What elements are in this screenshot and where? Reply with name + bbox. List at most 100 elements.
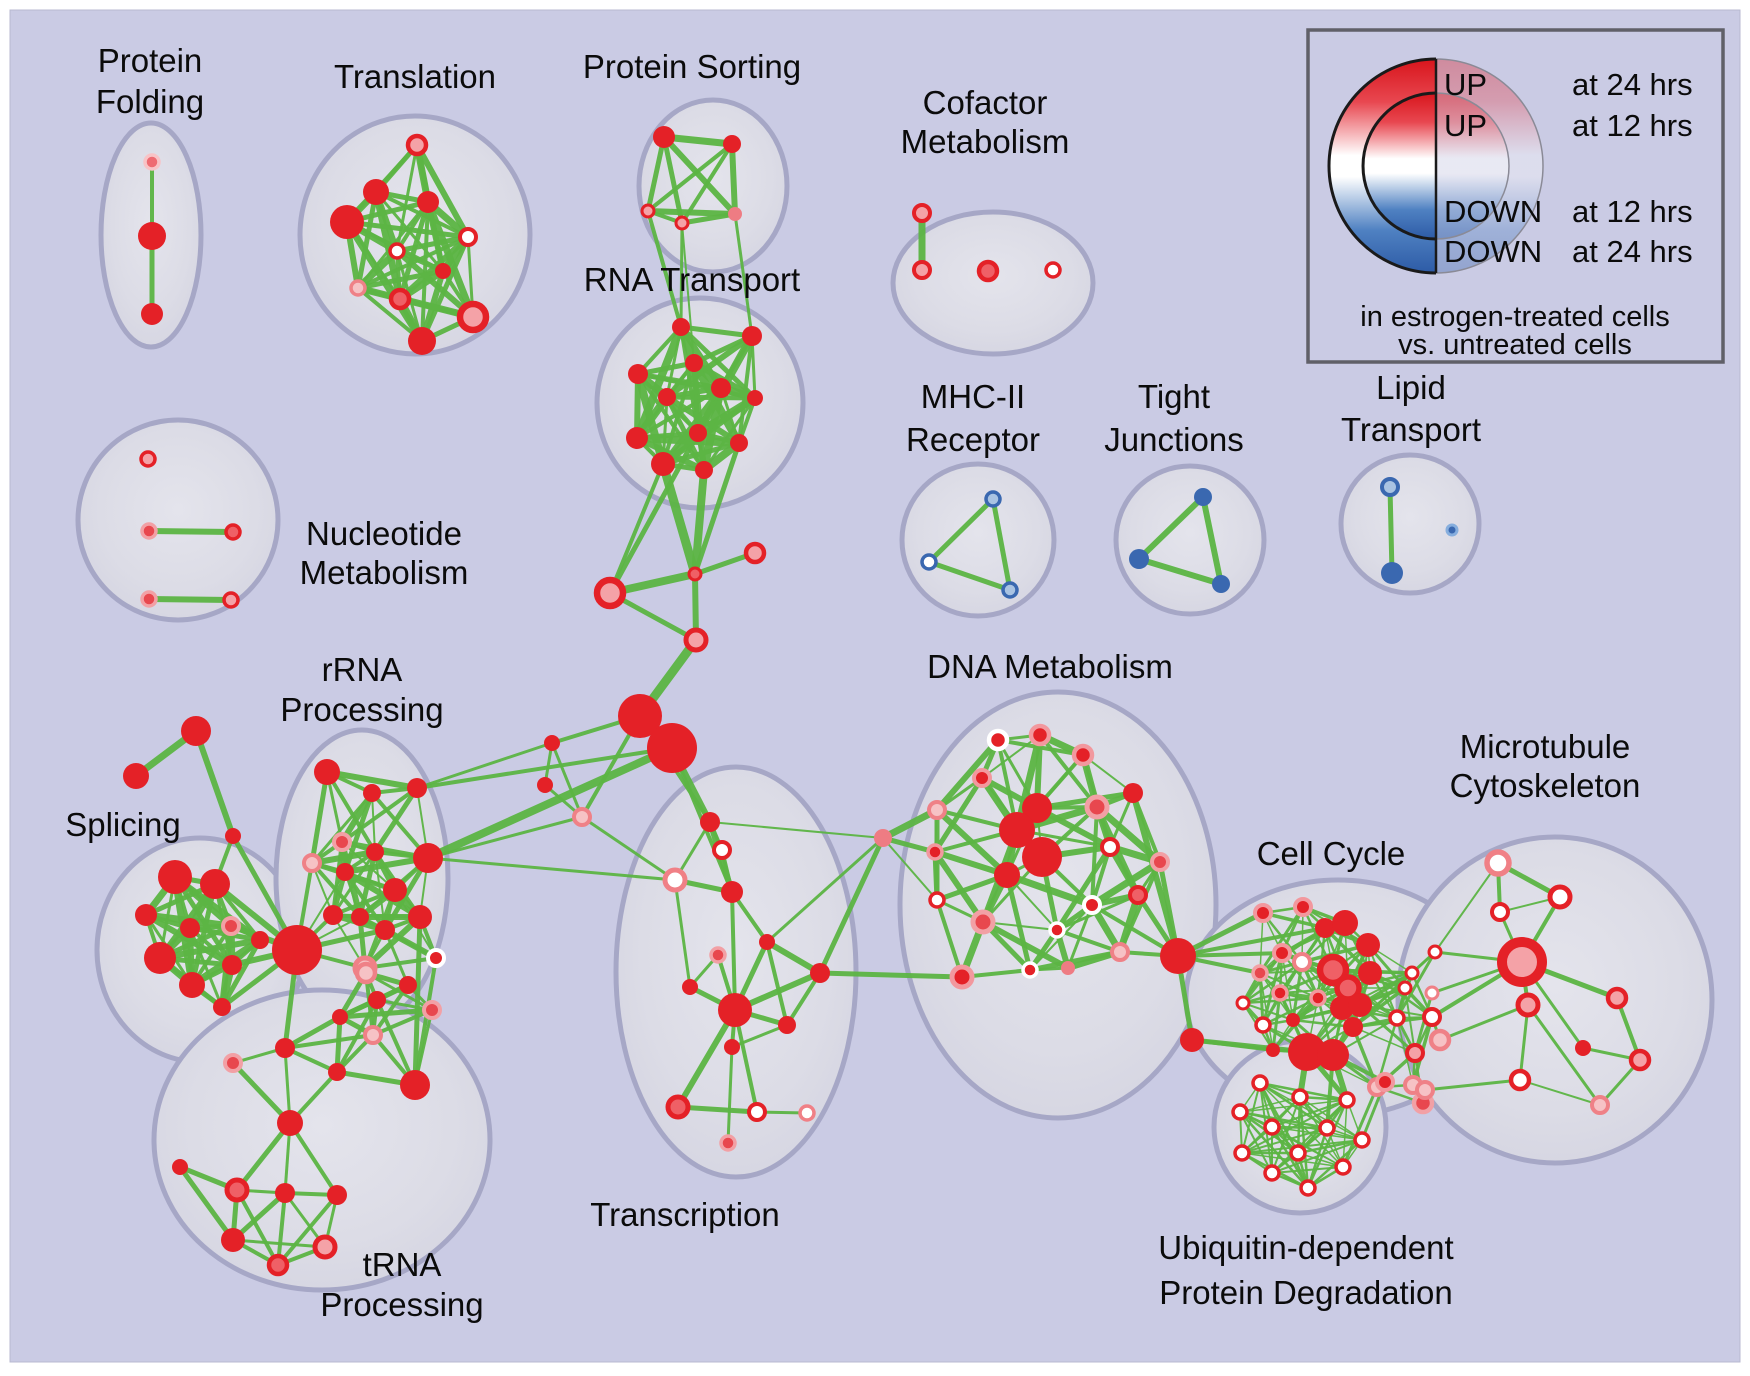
gene-node-cellcycle bbox=[1358, 961, 1382, 985]
gene-node-microtubule bbox=[1628, 1048, 1652, 1072]
network-edge bbox=[1270, 1125, 1329, 1130]
gene-node-translation bbox=[417, 191, 439, 213]
gene-node-dna bbox=[994, 862, 1020, 888]
gene-node-trna bbox=[277, 1110, 303, 1136]
gene-node-trna bbox=[221, 1228, 245, 1252]
network-edge bbox=[1271, 1126, 1363, 1141]
gene-node-trna bbox=[223, 1053, 243, 1073]
cluster-label-tight: Tight bbox=[1138, 378, 1210, 415]
gene-node-dna bbox=[1123, 783, 1143, 803]
gene-node-cellcycle bbox=[1348, 993, 1372, 1017]
gene-node-dna bbox=[1048, 921, 1066, 939]
network-edge bbox=[1200, 494, 1224, 587]
legend-time-label: at 24 hrs bbox=[1572, 234, 1693, 269]
network-edge bbox=[935, 898, 964, 979]
network-edge bbox=[926, 559, 1013, 593]
gene-node-translation bbox=[349, 279, 367, 297]
gene-node-cellcycle bbox=[1405, 1043, 1425, 1063]
network-edge bbox=[981, 734, 1041, 779]
network-edge bbox=[1271, 1166, 1344, 1174]
cluster-label-cellcycle: Cell Cycle bbox=[1257, 835, 1406, 872]
gene-node-rna-transport bbox=[711, 378, 731, 398]
gene-node-lipid bbox=[1381, 562, 1403, 584]
gene-node-dna bbox=[874, 829, 892, 847]
gene-node-dna bbox=[1022, 793, 1052, 823]
gene-node-transcription bbox=[709, 946, 727, 964]
network-edge bbox=[362, 914, 423, 971]
network-edge bbox=[679, 221, 684, 329]
network-edge bbox=[934, 737, 1001, 813]
gene-node-protein-sorting bbox=[723, 135, 741, 153]
gene-node-cellcycle bbox=[1404, 965, 1420, 981]
network-edge bbox=[309, 769, 330, 866]
network-edge bbox=[1055, 928, 1122, 954]
network-edge bbox=[371, 1008, 434, 1037]
network-edge bbox=[550, 741, 584, 819]
network-edge bbox=[193, 728, 236, 839]
gene-node-translation bbox=[435, 263, 451, 279]
gene-node-rrna bbox=[407, 778, 427, 798]
gene-node-rna-transport bbox=[672, 318, 690, 336]
gene-node-splicing bbox=[135, 904, 157, 926]
network-edge bbox=[219, 937, 263, 1010]
gene-node-translation bbox=[456, 300, 490, 334]
gene-node-rna-transport bbox=[651, 452, 675, 476]
network-edge bbox=[1306, 1126, 1329, 1190]
network-edge bbox=[1242, 1002, 1294, 1021]
network-edge bbox=[1241, 1152, 1344, 1168]
cluster-label-rrna: Processing bbox=[280, 691, 443, 728]
network-edge bbox=[1239, 1111, 1363, 1141]
gene-node-transcription bbox=[718, 993, 752, 1027]
network-edge bbox=[1526, 1003, 1602, 1107]
gene-node-trna bbox=[275, 1183, 295, 1203]
network-edge bbox=[646, 209, 683, 329]
gene-node-transcription bbox=[724, 1039, 740, 1055]
gene-node-ubiquitin bbox=[1231, 1103, 1249, 1121]
cluster-ellipse-cofactor bbox=[890, 209, 1096, 357]
gene-node-trna bbox=[312, 1234, 338, 1260]
network-edge bbox=[702, 396, 757, 472]
cluster-label-lipid: Lipid bbox=[1376, 369, 1446, 406]
legend-direction-label: UP bbox=[1444, 67, 1487, 102]
gene-node-dna bbox=[926, 843, 944, 861]
network-edge bbox=[675, 1007, 738, 1110]
gene-node-bridge bbox=[1160, 938, 1196, 974]
gene-node-microtubule bbox=[1490, 902, 1510, 922]
cluster-label-dna: DNA Metabolism bbox=[927, 648, 1173, 685]
gene-node-dna bbox=[1071, 743, 1095, 767]
network-edge bbox=[234, 1120, 293, 1193]
gene-node-microtubule bbox=[1575, 1040, 1591, 1056]
cluster-label-trna: tRNA bbox=[363, 1246, 442, 1283]
network-edge bbox=[1176, 926, 1327, 958]
gene-node-rrna bbox=[413, 843, 443, 873]
gene-node-cofactor bbox=[976, 259, 1000, 283]
gene-node-translation bbox=[388, 287, 412, 311]
gene-node-translation bbox=[330, 205, 364, 239]
gene-node-nucleotide bbox=[139, 450, 157, 468]
network-edge bbox=[371, 792, 376, 853]
cluster-label-nucleotide: Metabolism bbox=[300, 554, 469, 591]
network-edge bbox=[1519, 1079, 1601, 1106]
gene-node-lipid bbox=[1445, 523, 1459, 537]
network-edge bbox=[926, 496, 996, 565]
network-edge bbox=[1396, 1017, 1414, 1086]
gene-node-cellcycle bbox=[1397, 980, 1413, 996]
network-edge bbox=[681, 222, 695, 364]
network-edge bbox=[355, 268, 446, 291]
gene-node-protein-sorting bbox=[653, 126, 675, 148]
gene-node-cellcycle bbox=[1286, 1013, 1300, 1027]
labels-layer: Protein Folding Translation Protein Sorting… bbox=[65, 42, 1640, 1323]
network-edge bbox=[646, 142, 734, 213]
gene-node-microtubule bbox=[1515, 992, 1541, 1018]
gene-node-rrna bbox=[366, 843, 384, 861]
gene-node-dna bbox=[1022, 837, 1062, 877]
network-edge bbox=[324, 769, 420, 791]
network-edge bbox=[678, 324, 755, 339]
gene-node-dna bbox=[1084, 794, 1110, 820]
gene-node-translation bbox=[405, 133, 429, 157]
network-edge bbox=[1136, 494, 1206, 562]
gene-node-chain bbox=[572, 807, 592, 827]
gene-node-microtubule bbox=[1547, 884, 1573, 910]
network-edge bbox=[282, 1014, 343, 1051]
gene-node-dna bbox=[1150, 852, 1170, 872]
